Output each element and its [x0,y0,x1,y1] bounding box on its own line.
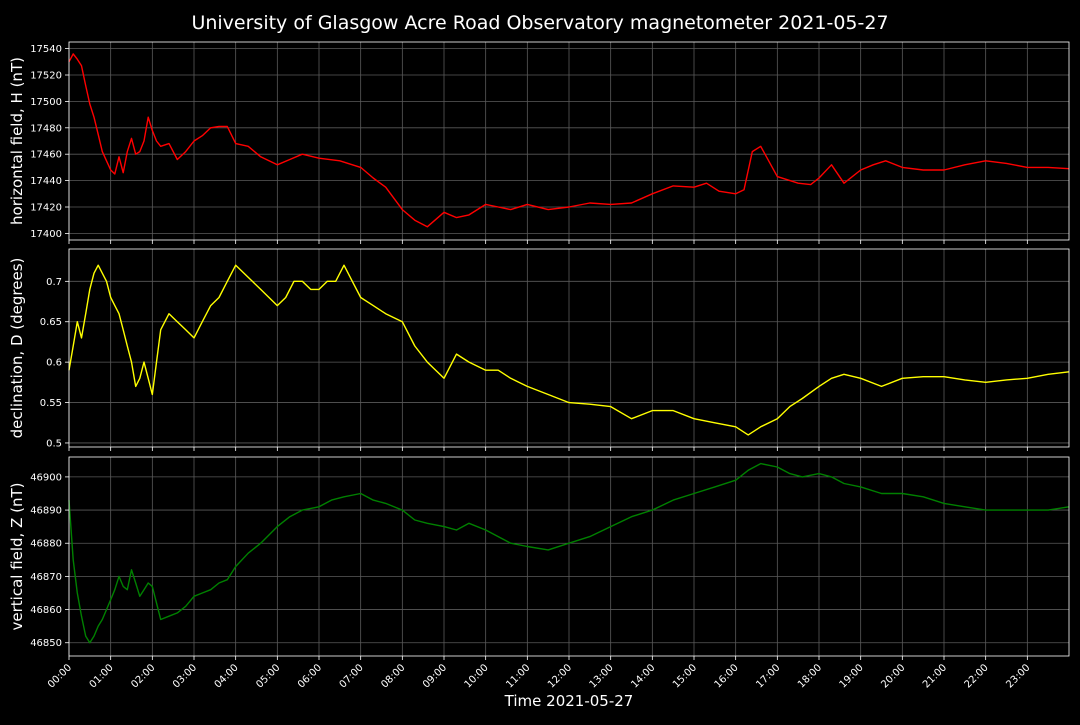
y-tick-label: 0.6 [46,358,62,369]
y-tick-label: 17400 [30,229,62,240]
y-tick-label: 0.7 [46,277,62,288]
y-axis-label: horizontal field, H (nT) [8,57,26,225]
y-tick-label: 0.5 [46,438,62,449]
panel-d: 0.5 0.55 0.6 0.65 0.7 declination, D (degrees… [8,248,1070,451]
series-line-d [68,264,1070,436]
y-tick-label: 46890 [30,506,62,517]
chart-title: University of Glasgow Acre Road Observat… [191,12,888,34]
y-axis-label: declination, D (degrees) [8,258,26,439]
y-tick-label: 46900 [30,472,62,483]
y-axis-label: vertical field, Z (nT) [8,482,26,630]
series-line-h [68,53,1070,228]
panel-h: 17400 17420 17440 17460 17480 17500 17520 17540… [8,41,1070,244]
y-tick-label: 17480 [30,123,62,134]
axes-frame [68,248,1070,448]
axes-frame [68,41,1070,241]
x-axis-label: Time 2021-05-27 [504,692,634,710]
y-tick-label: 46860 [30,605,62,616]
y-tick-label: 17540 [30,44,62,55]
y-tick-label: 46850 [30,638,62,649]
series-line-z [68,462,1070,644]
axes-frame [68,456,1070,657]
y-tick-label: 17440 [30,176,62,187]
y-tick-label: 17500 [30,97,62,108]
y-tick-label: 17420 [30,203,62,214]
y-tick-label: 0.55 [40,398,62,409]
y-tick-label: 46880 [30,539,62,550]
y-tick-label: 17520 [30,71,62,82]
y-tick-label: 46870 [30,572,62,583]
y-tick-label: 0.65 [40,317,62,328]
panel-z: 46850 46860 46870 46880 46890 46900 vertical f… [8,456,1070,660]
y-tick-label: 17460 [30,150,62,161]
